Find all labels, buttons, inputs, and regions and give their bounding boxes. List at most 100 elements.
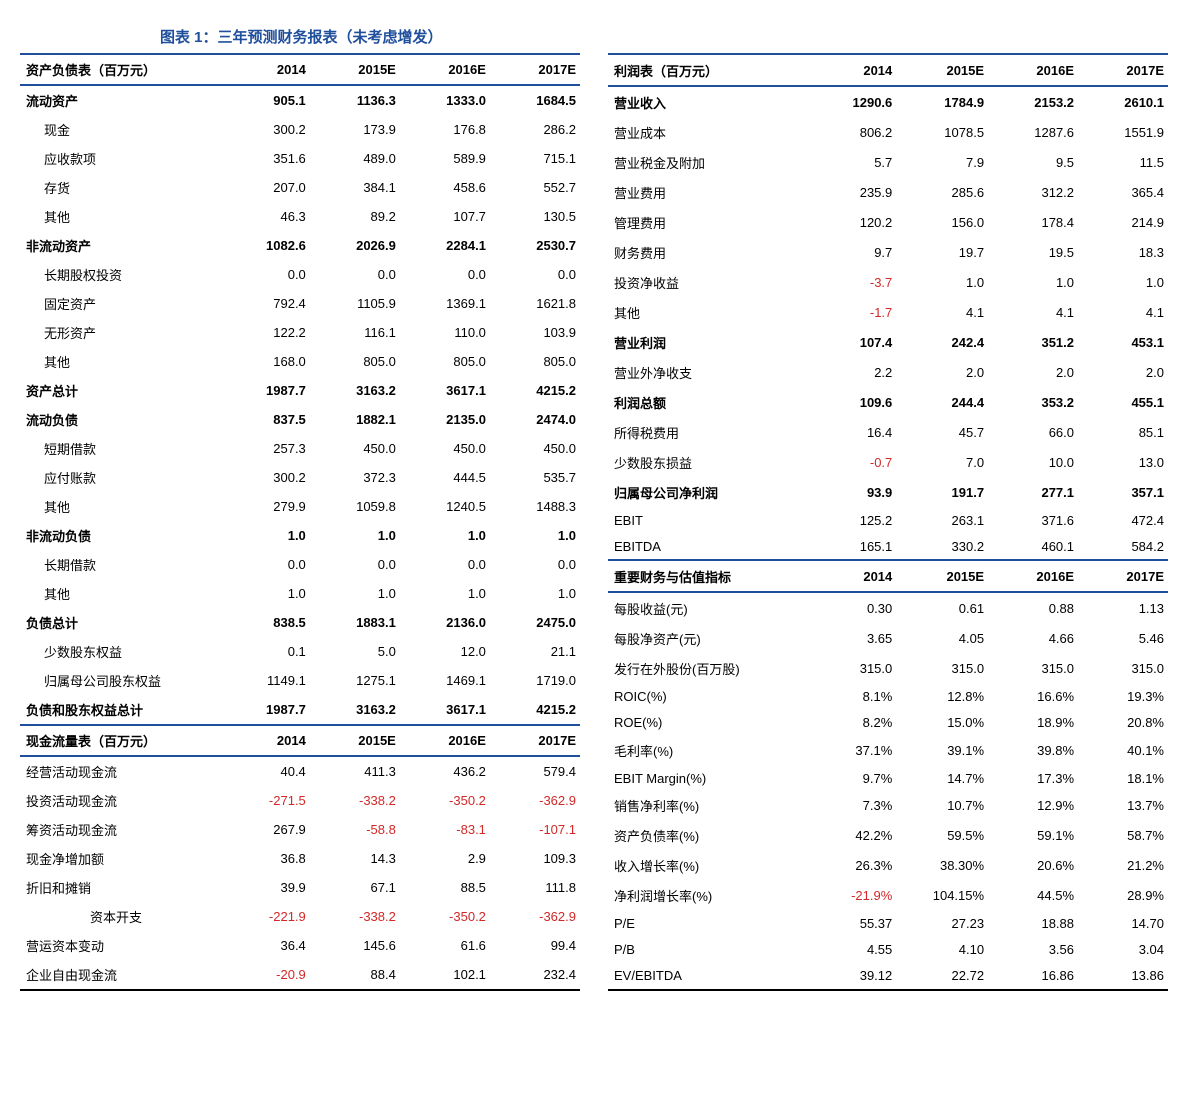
cell-value: 18.9%	[988, 709, 1078, 735]
cell-value: 104.15%	[896, 881, 988, 911]
cell-value: 4215.2	[490, 695, 580, 725]
cell-value: 5.7	[806, 147, 896, 177]
cell-value: 16.4	[806, 417, 896, 447]
cell-value: 257.3	[220, 434, 310, 463]
cell-value: 1.0	[400, 579, 490, 608]
row-label: 归属母公司股东权益	[20, 666, 220, 695]
cell-value: 20.6%	[988, 851, 1078, 881]
row-label: EBITDA	[608, 533, 806, 560]
cell-value: 3617.1	[400, 695, 490, 725]
row-label: 无形资产	[20, 318, 220, 347]
cell-value: 300.2	[220, 463, 310, 492]
tables-container: 资产负债表（百万元）20142015E2016E2017E流动资产905.111…	[20, 53, 1171, 991]
cell-value: 579.4	[490, 756, 580, 786]
table-row: EBIT125.2263.1371.6472.4	[608, 507, 1168, 533]
table-row: 归属母公司净利润93.9191.7277.1357.1	[608, 477, 1168, 507]
cell-value: 1240.5	[400, 492, 490, 521]
table-row: 营业收入1290.61784.92153.22610.1	[608, 86, 1168, 117]
cell-value: 263.1	[896, 507, 988, 533]
cell-value: 12.8%	[896, 683, 988, 709]
cell-value: 109.3	[490, 844, 580, 873]
row-label: EBIT	[608, 507, 806, 533]
cell-value: 7.9	[896, 147, 988, 177]
cell-value: 59.5%	[896, 821, 988, 851]
row-label: 投资活动现金流	[20, 786, 220, 815]
table-row: 营业外净收支2.22.02.02.0	[608, 357, 1168, 387]
cell-value: 4.66	[988, 623, 1078, 653]
row-label: 负债和股东权益总计	[20, 695, 220, 725]
cell-value: 2153.2	[988, 86, 1078, 117]
cell-value: 19.3%	[1078, 683, 1168, 709]
column-header: 2014	[220, 54, 310, 85]
cell-value: 450.0	[490, 434, 580, 463]
table-row: 应收款项351.6489.0589.9715.1	[20, 144, 580, 173]
table-row: 资产负债率(%)42.2%59.5%59.1%58.7%	[608, 821, 1168, 851]
cell-value: 455.1	[1078, 387, 1168, 417]
table-row: 发行在外股份(百万股)315.0315.0315.0315.0	[608, 653, 1168, 683]
cell-value: 88.4	[310, 960, 400, 990]
cell-value: 1059.8	[310, 492, 400, 521]
cell-value: 107.7	[400, 202, 490, 231]
cell-value: 2610.1	[1078, 86, 1168, 117]
cell-value: 13.0	[1078, 447, 1168, 477]
table-row: 非流动资产1082.62026.92284.12530.7	[20, 231, 580, 260]
row-label: 资产负债率(%)	[608, 821, 806, 851]
cell-value: 36.8	[220, 844, 310, 873]
cell-value: 589.9	[400, 144, 490, 173]
cell-value: 9.7	[806, 237, 896, 267]
cell-value: 1082.6	[220, 231, 310, 260]
cell-value: 1.0	[400, 521, 490, 550]
cell-value: 450.0	[310, 434, 400, 463]
row-label: 销售净利率(%)	[608, 791, 806, 821]
table-row: 负债总计838.51883.12136.02475.0	[20, 608, 580, 637]
cell-value: 279.9	[220, 492, 310, 521]
cell-value: 16.86	[988, 963, 1078, 990]
column-header: 2017E	[1078, 54, 1168, 86]
cell-value: 0.0	[310, 260, 400, 289]
section-header-label: 现金流量表（百万元）	[20, 725, 220, 756]
cell-value: 351.2	[988, 327, 1078, 357]
table-row: 无形资产122.2116.1110.0103.9	[20, 318, 580, 347]
cell-value: 0.0	[400, 550, 490, 579]
cell-value: 28.9%	[1078, 881, 1168, 911]
cell-value: 805.0	[490, 347, 580, 376]
cell-value: 315.0	[1078, 653, 1168, 683]
table-row: 短期借款257.3450.0450.0450.0	[20, 434, 580, 463]
table-row: 现金净增加额36.814.32.9109.3	[20, 844, 580, 873]
cell-value: 38.30%	[896, 851, 988, 881]
table-row: 营运资本变动36.4145.661.699.4	[20, 931, 580, 960]
cell-value: 489.0	[310, 144, 400, 173]
row-label: 资本开支	[20, 902, 220, 931]
cell-value: 357.1	[1078, 477, 1168, 507]
cell-value: 46.3	[220, 202, 310, 231]
cell-value: 1684.5	[490, 85, 580, 115]
row-label: 每股净资产(元)	[608, 623, 806, 653]
table-row: EBITDA165.1330.2460.1584.2	[608, 533, 1168, 560]
cell-value: 125.2	[806, 507, 896, 533]
row-label: 营业费用	[608, 177, 806, 207]
table-row: 折旧和摊销39.967.188.5111.8	[20, 873, 580, 902]
table-row: 流动资产905.11136.31333.01684.5	[20, 85, 580, 115]
row-label: 流动负债	[20, 405, 220, 434]
cell-value: 110.0	[400, 318, 490, 347]
cell-value: 85.1	[1078, 417, 1168, 447]
cell-value: 17.3%	[988, 765, 1078, 791]
cell-value: 351.6	[220, 144, 310, 173]
cell-value: 7.0	[896, 447, 988, 477]
cell-value: 156.0	[896, 207, 988, 237]
cell-value: 12.9%	[988, 791, 1078, 821]
row-label: 财务费用	[608, 237, 806, 267]
cell-value: 18.1%	[1078, 765, 1168, 791]
cell-value: 103.9	[490, 318, 580, 347]
section-header-label: 重要财务与估值指标	[608, 560, 806, 592]
cell-value: 905.1	[220, 85, 310, 115]
row-label: 现金净增加额	[20, 844, 220, 873]
table-row: 每股净资产(元)3.654.054.665.46	[608, 623, 1168, 653]
row-label: 投资净收益	[608, 267, 806, 297]
table-row: 其他168.0805.0805.0805.0	[20, 347, 580, 376]
cell-value: 12.0	[400, 637, 490, 666]
cell-value: 450.0	[400, 434, 490, 463]
cell-value: 1287.6	[988, 117, 1078, 147]
table-row: 归属母公司股东权益1149.11275.11469.11719.0	[20, 666, 580, 695]
row-label: 其他	[20, 202, 220, 231]
